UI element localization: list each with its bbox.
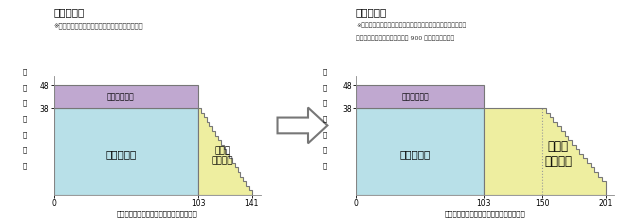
Text: （: （ — [323, 115, 326, 122]
Text: ※配偶者控除及び配偶者特別控除について居住者の所得制限あり: ※配偶者控除及び配偶者特別控除について居住者の所得制限あり — [356, 22, 466, 28]
Text: 配偶者
特別控除: 配偶者 特別控除 — [544, 140, 573, 168]
Text: 控: 控 — [23, 68, 27, 75]
Polygon shape — [54, 108, 198, 195]
Text: ※配偶者特別控除について居住者の所得制限あり: ※配偶者特別控除について居住者の所得制限あり — [54, 22, 143, 29]
Text: 万: 万 — [323, 131, 326, 138]
Polygon shape — [198, 108, 251, 195]
Text: 除: 除 — [323, 84, 326, 91]
Polygon shape — [484, 108, 605, 195]
Text: 【改正後】: 【改正後】 — [356, 7, 387, 17]
Text: （老人加算）: （老人加算） — [107, 92, 135, 101]
X-axis label: 配偶者の年収（給与収入の場合）（万円）: 配偶者の年収（給与収入の場合）（万円） — [445, 211, 525, 218]
Text: 円: 円 — [323, 147, 326, 153]
Polygon shape — [356, 85, 484, 108]
Text: （老人加算）: （老人加算） — [402, 92, 430, 101]
Text: 配偶者控除: 配偶者控除 — [105, 149, 137, 159]
Text: （: （ — [23, 115, 27, 122]
Text: （図は居住者の合計所得金額が 900 万円以下の場合）: （図は居住者の合計所得金額が 900 万円以下の場合） — [356, 36, 454, 41]
Text: 控: 控 — [323, 68, 326, 75]
Text: 除: 除 — [23, 84, 27, 91]
Text: 円: 円 — [23, 147, 27, 153]
Text: 万: 万 — [23, 131, 27, 138]
Text: 額: 額 — [23, 100, 27, 106]
FancyArrow shape — [278, 108, 328, 143]
Polygon shape — [54, 85, 198, 108]
Text: 配偶者
特別控除: 配偶者 特別控除 — [212, 146, 233, 166]
Text: ）: ） — [323, 162, 326, 169]
Text: 額: 額 — [323, 100, 326, 106]
Text: ）: ） — [23, 162, 27, 169]
Text: 配偶者控除: 配偶者控除 — [400, 149, 431, 159]
Polygon shape — [356, 108, 484, 195]
Text: 【改正前】: 【改正前】 — [54, 7, 85, 17]
X-axis label: 配偶者の年収（給与収入の場合）（万円）: 配偶者の年収（給与収入の場合）（万円） — [117, 211, 198, 218]
